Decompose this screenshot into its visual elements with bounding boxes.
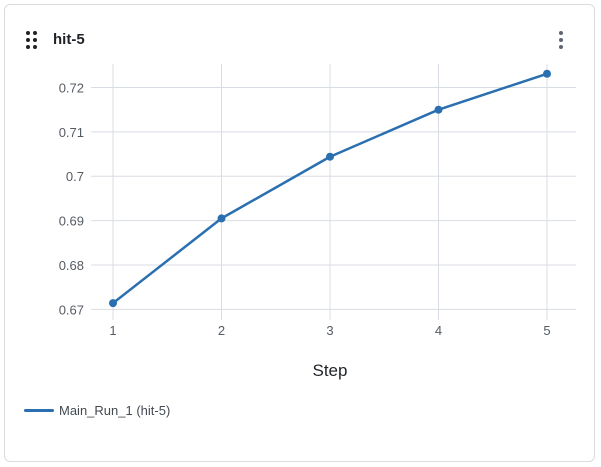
x-tick-label: 4	[435, 323, 442, 338]
y-tick-label: 0.7	[66, 169, 84, 184]
x-axis-ticks: 1 2 3 4 5	[109, 323, 550, 338]
data-point[interactable]	[326, 152, 334, 161]
kebab-menu-icon[interactable]	[554, 30, 568, 50]
legend-label: Main_Run_1 (hit-5)	[59, 402, 171, 418]
data-point[interactable]	[109, 299, 117, 308]
y-tick-label: 0.71	[59, 125, 84, 140]
x-tick-label: 2	[218, 323, 225, 338]
data-point[interactable]	[543, 69, 551, 78]
data-point[interactable]	[434, 105, 443, 114]
y-axis-ticks: 0.67 0.68 0.69 0.7 0.71 0.72	[59, 81, 84, 318]
chart-series	[109, 69, 551, 308]
panel-title: hit-5	[53, 31, 85, 48]
y-tick-label: 0.72	[59, 81, 84, 96]
drag-grid-icon[interactable]	[26, 31, 40, 49]
y-tick-label: 0.68	[59, 258, 84, 273]
x-tick-label: 3	[326, 323, 333, 338]
chart-grid	[91, 64, 576, 320]
legend-item[interactable]: Main_Run_1 (hit-5)	[24, 401, 170, 419]
x-tick-label: 5	[543, 323, 550, 338]
y-tick-label: 0.69	[59, 214, 84, 229]
x-tick-label: 1	[109, 323, 116, 338]
y-tick-label: 0.67	[59, 302, 84, 317]
legend-swatch	[24, 408, 54, 412]
data-point[interactable]	[217, 214, 226, 223]
x-axis-label: Step	[313, 361, 348, 380]
chart-panel	[4, 4, 595, 462]
